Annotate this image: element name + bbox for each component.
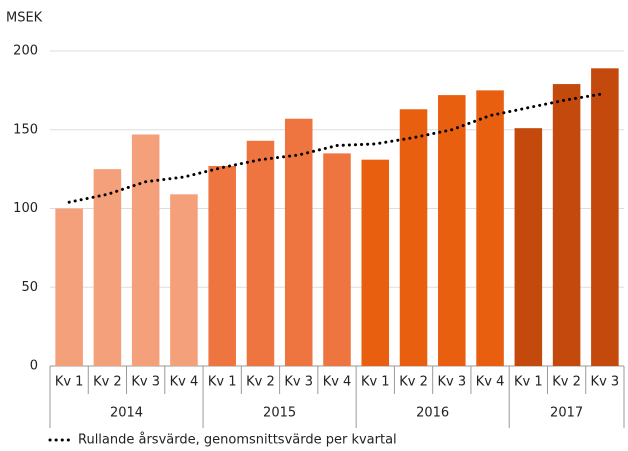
y-tick-label: 0 — [30, 359, 38, 374]
bar — [55, 208, 83, 366]
bar — [438, 95, 466, 366]
y-tick-label: 50 — [21, 280, 38, 295]
x-tick-label: Kv 3 — [131, 375, 160, 390]
x-tick-label: Kv 3 — [437, 375, 466, 390]
bar — [514, 128, 543, 366]
legend-label: Rullande årsvärde, genomsnittsvärde per … — [78, 433, 397, 448]
x-tick-label: Kv 3 — [284, 375, 313, 390]
x-tick-label: Kv 2 — [93, 375, 122, 390]
group-label: 2017 — [550, 406, 583, 421]
bar — [131, 134, 160, 366]
x-tick-label: Kv 4 — [476, 375, 505, 390]
x-tick-label: Kv 1 — [208, 375, 237, 390]
x-tick-label: Kv 1 — [361, 375, 390, 390]
bar — [284, 118, 313, 366]
y-axis-label: MSEK — [6, 11, 43, 26]
x-tick-label: Kv 1 — [514, 375, 543, 390]
bar — [399, 109, 428, 367]
y-tick-label: 200 — [13, 44, 38, 59]
group-label: 2016 — [416, 406, 449, 421]
group-label: 2015 — [263, 406, 296, 421]
y-tick-label: 100 — [13, 201, 38, 216]
x-tick-label: Kv 4 — [323, 375, 352, 390]
bar — [476, 90, 504, 366]
bar — [170, 194, 198, 366]
x-tick-label: Kv 2 — [246, 375, 275, 390]
x-tick-label: Kv 4 — [170, 375, 199, 390]
y-tick-label: 150 — [13, 122, 38, 137]
bar — [552, 84, 581, 366]
x-tick-label: Kv 2 — [552, 375, 581, 390]
bar — [93, 169, 122, 366]
x-tick-label: Kv 3 — [591, 375, 620, 390]
x-tick-label: Kv 1 — [55, 375, 84, 390]
bar — [246, 140, 275, 366]
x-tick-label: Kv 2 — [399, 375, 428, 390]
bar — [591, 68, 619, 366]
bar — [323, 153, 351, 366]
group-label: 2014 — [110, 406, 143, 421]
bar — [208, 165, 236, 366]
bar — [361, 159, 390, 366]
trend-line — [67, 92, 607, 204]
